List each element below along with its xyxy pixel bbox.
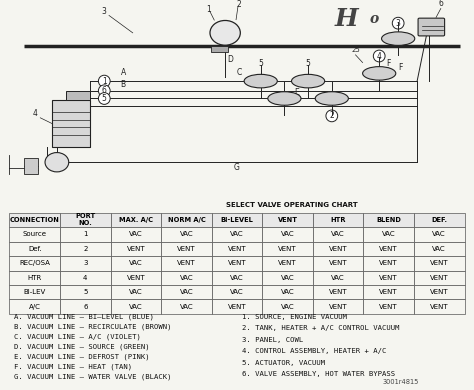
Text: 5. ACTUATOR, VACUUM: 5. ACTUATOR, VACUUM <box>242 360 325 365</box>
Text: 3: 3 <box>396 19 401 28</box>
Text: 3001r4815: 3001r4815 <box>383 379 419 385</box>
Text: 5: 5 <box>102 94 107 103</box>
Text: 4. CONTROL ASSEMBLY, HEATER + A/C: 4. CONTROL ASSEMBLY, HEATER + A/C <box>242 348 386 354</box>
Ellipse shape <box>244 74 277 88</box>
Text: 5: 5 <box>306 58 310 67</box>
Ellipse shape <box>292 74 325 88</box>
Text: 6: 6 <box>438 0 443 8</box>
Text: D. VACUUM LINE – SOURCE (GREEN): D. VACUUM LINE – SOURCE (GREEN) <box>14 344 150 350</box>
Text: 2: 2 <box>237 0 242 9</box>
Text: A: A <box>120 68 126 77</box>
Ellipse shape <box>268 92 301 105</box>
Text: 1: 1 <box>206 5 211 14</box>
Text: D: D <box>227 55 233 64</box>
Text: 3: 3 <box>102 7 107 16</box>
Text: G. VACUUM LINE – WATER VALVE (BLACK): G. VACUUM LINE – WATER VALVE (BLACK) <box>14 374 172 380</box>
Text: 6: 6 <box>102 86 107 95</box>
Text: 2. TANK, HEATER + A/C CONTROL VACUUM: 2. TANK, HEATER + A/C CONTROL VACUUM <box>242 325 399 332</box>
Text: A. VACUUM LINE – BI–LEVEL (BLUE): A. VACUUM LINE – BI–LEVEL (BLUE) <box>14 314 154 321</box>
Text: 6. VALVE ASSEMBLY, HOT WATER BYPASS: 6. VALVE ASSEMBLY, HOT WATER BYPASS <box>242 371 395 377</box>
Text: B: B <box>121 80 126 89</box>
Text: E. VACUUM LINE – DEFROST (PINK): E. VACUUM LINE – DEFROST (PINK) <box>14 354 150 360</box>
Ellipse shape <box>315 92 348 105</box>
FancyBboxPatch shape <box>418 18 445 36</box>
Text: E: E <box>294 88 299 97</box>
Text: H: H <box>334 7 358 31</box>
Text: G: G <box>234 163 240 172</box>
Text: 1. SOURCE, ENGINE VACUUM: 1. SOURCE, ENGINE VACUUM <box>242 314 346 320</box>
Text: 2: 2 <box>329 112 334 121</box>
Text: F: F <box>386 58 391 67</box>
Ellipse shape <box>363 67 396 80</box>
Text: 25: 25 <box>351 47 360 53</box>
Text: C. VACUUM LINE – A/C (VIOLET): C. VACUUM LINE – A/C (VIOLET) <box>14 334 141 340</box>
Text: C: C <box>237 68 242 77</box>
Text: 3. PANEL, COWL: 3. PANEL, COWL <box>242 337 303 343</box>
Text: o: o <box>370 12 379 26</box>
Text: 4: 4 <box>33 109 38 118</box>
Text: F: F <box>398 62 402 71</box>
Text: B. VACUUM LINE – RECIRCULATE (BROWN): B. VACUUM LINE – RECIRCULATE (BROWN) <box>14 324 172 330</box>
Circle shape <box>210 20 240 45</box>
Bar <box>66 91 90 100</box>
Text: 4: 4 <box>377 51 382 60</box>
Circle shape <box>45 152 69 172</box>
Bar <box>211 46 228 52</box>
Text: SELECT VALVE OPERATING CHART: SELECT VALVE OPERATING CHART <box>226 202 357 208</box>
Bar <box>52 100 90 147</box>
Text: 1: 1 <box>102 76 107 86</box>
Text: 5: 5 <box>258 58 263 67</box>
Bar <box>24 158 38 174</box>
Text: F. VACUUM LINE – HEAT (TAN): F. VACUUM LINE – HEAT (TAN) <box>14 364 132 370</box>
Ellipse shape <box>382 32 415 45</box>
